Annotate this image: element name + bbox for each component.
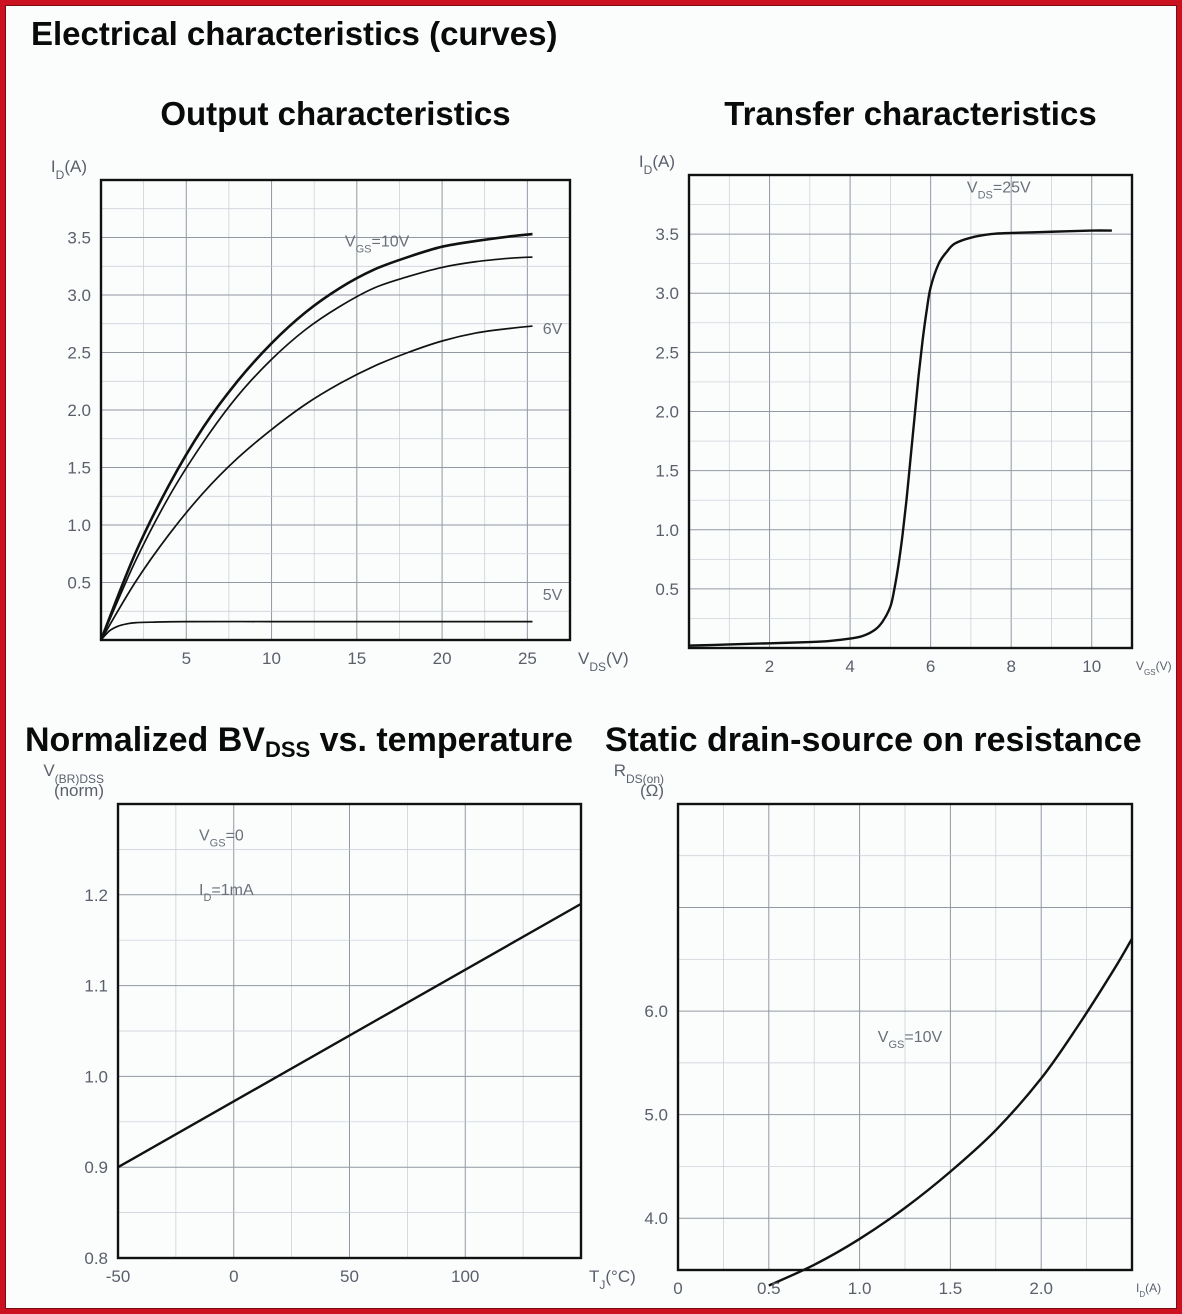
svg-text:6.0: 6.0: [644, 1002, 668, 1021]
svg-text:4.0: 4.0: [644, 1209, 668, 1228]
svg-text:6V: 6V: [543, 321, 563, 338]
svg-text:1.0: 1.0: [67, 516, 91, 535]
svg-text:100: 100: [451, 1267, 479, 1286]
svg-text:5.0: 5.0: [644, 1106, 668, 1125]
svg-text:3.0: 3.0: [67, 286, 91, 305]
svg-text:VDS(V): VDS(V): [578, 649, 629, 674]
svg-text:ID(A): ID(A): [639, 152, 675, 177]
svg-text:0.5: 0.5: [757, 1279, 781, 1298]
svg-text:6: 6: [926, 657, 935, 676]
svg-text:50: 50: [340, 1267, 359, 1286]
svg-text:2.0: 2.0: [67, 401, 91, 420]
svg-text:(Ω): (Ω): [640, 781, 664, 800]
svg-text:10: 10: [262, 649, 281, 668]
svg-text:VDS=25V: VDS=25V: [967, 180, 1031, 202]
svg-text:0.8: 0.8: [84, 1249, 108, 1268]
svg-text:1.5: 1.5: [67, 459, 91, 478]
svg-text:20: 20: [433, 649, 452, 668]
svg-text:ID=1mA: ID=1mA: [199, 882, 254, 904]
svg-text:ID(A): ID(A): [51, 157, 87, 182]
svg-text:VGS=10V: VGS=10V: [345, 234, 410, 256]
svg-text:1.1: 1.1: [84, 977, 108, 996]
svg-text:TJ(°C): TJ(°C): [589, 1267, 636, 1292]
svg-text:0.5: 0.5: [67, 574, 91, 593]
svg-text:0: 0: [229, 1267, 238, 1286]
svg-text:8: 8: [1006, 657, 1015, 676]
svg-text:10: 10: [1082, 657, 1101, 676]
svg-text:5V: 5V: [543, 587, 563, 604]
svg-text:1.5: 1.5: [939, 1279, 963, 1298]
svg-text:3.5: 3.5: [655, 225, 679, 244]
svg-text:0: 0: [673, 1279, 682, 1298]
svg-text:3.5: 3.5: [67, 229, 91, 248]
svg-text:15: 15: [347, 649, 366, 668]
svg-text:-50: -50: [106, 1267, 131, 1286]
svg-text:0.5: 0.5: [655, 580, 679, 599]
svg-text:1.0: 1.0: [848, 1279, 872, 1298]
svg-text:2: 2: [765, 657, 774, 676]
svg-text:5: 5: [182, 649, 191, 668]
svg-text:2.0: 2.0: [655, 403, 679, 422]
svg-text:ID(A): ID(A): [1136, 1281, 1161, 1299]
svg-text:VGS(V): VGS(V): [1136, 659, 1172, 677]
svg-text:1.5: 1.5: [655, 462, 679, 481]
svg-text:2.5: 2.5: [655, 343, 679, 362]
svg-text:VGS=0: VGS=0: [199, 827, 244, 849]
svg-text:2.0: 2.0: [1029, 1279, 1053, 1298]
svg-text:VGS=10V: VGS=10V: [878, 1029, 943, 1051]
svg-text:(norm): (norm): [54, 781, 104, 800]
svg-text:3.0: 3.0: [655, 284, 679, 303]
svg-text:1.0: 1.0: [655, 521, 679, 540]
svg-text:0.9: 0.9: [84, 1158, 108, 1177]
svg-text:2.5: 2.5: [67, 344, 91, 363]
svg-text:1.2: 1.2: [84, 886, 108, 905]
svg-text:4: 4: [845, 657, 854, 676]
svg-text:1.0: 1.0: [84, 1067, 108, 1086]
svg-text:25: 25: [518, 649, 537, 668]
